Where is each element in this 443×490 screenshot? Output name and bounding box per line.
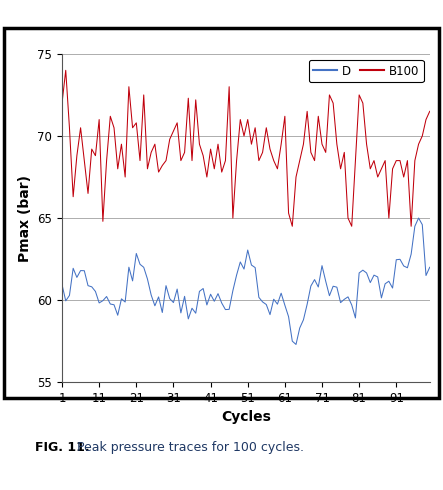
D (401, 263, 406, 269)
B100 (63, 67, 68, 73)
B100 (290, 223, 295, 229)
FancyBboxPatch shape (4, 28, 439, 398)
X-axis label: Cycles: Cycles (221, 411, 271, 424)
D (293, 342, 299, 347)
B100 (416, 141, 421, 147)
D (145, 276, 150, 282)
B100 (427, 108, 432, 114)
B100 (134, 120, 139, 126)
Line: D: D (62, 218, 430, 344)
D (59, 282, 65, 288)
Text: Peak pressure traces for 100 cycles.: Peak pressure traces for 100 cycles. (73, 441, 304, 454)
Legend: D, B100: D, B100 (309, 60, 424, 82)
B100 (59, 100, 65, 106)
B100 (405, 158, 410, 164)
Y-axis label: Pmax (bar): Pmax (bar) (18, 174, 32, 262)
B100 (282, 113, 288, 119)
Text: FIG. 11.: FIG. 11. (35, 441, 90, 454)
D (279, 290, 284, 296)
D (130, 278, 135, 284)
Line: B100: B100 (62, 70, 430, 226)
D (412, 223, 417, 229)
B100 (148, 149, 154, 155)
D (416, 215, 421, 221)
D (249, 262, 254, 268)
D (427, 265, 432, 270)
B100 (253, 125, 258, 131)
